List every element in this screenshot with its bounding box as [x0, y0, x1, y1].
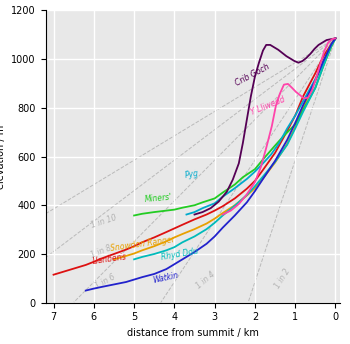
Text: 1 in 2: 1 in 2 [273, 268, 292, 291]
Y-axis label: elevation / m: elevation / m [0, 125, 6, 189]
Text: Snowdon Ranger: Snowdon Ranger [110, 235, 175, 253]
Text: Y Lliwedd: Y Lliwedd [249, 95, 286, 117]
Text: Miners': Miners' [144, 193, 173, 204]
Text: Watkin: Watkin [152, 271, 180, 285]
Text: 1 in 4: 1 in 4 [195, 270, 217, 291]
Text: Llanberis: Llanberis [92, 252, 127, 266]
Text: 1 in 8: 1 in 8 [90, 244, 113, 260]
Text: 1 in 10: 1 in 10 [90, 213, 118, 230]
Text: 1 in 6: 1 in 6 [94, 272, 117, 291]
Text: Rhyd Ddu: Rhyd Ddu [160, 247, 199, 262]
Text: Crib Goch: Crib Goch [234, 62, 271, 88]
X-axis label: distance from summit / km: distance from summit / km [127, 328, 258, 338]
Text: Pyg: Pyg [184, 169, 200, 181]
